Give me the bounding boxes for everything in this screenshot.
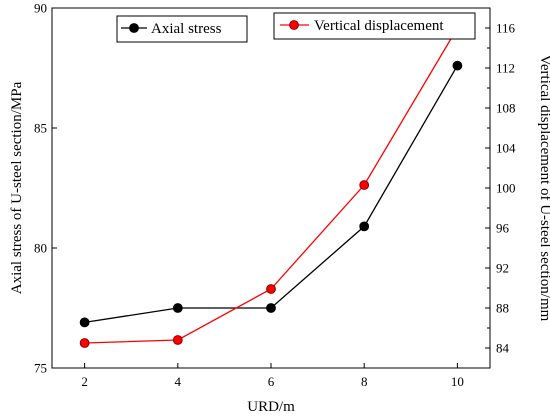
right-y-tick-label: 84 [496,341,510,356]
right-y-tick-label: 104 [496,141,516,156]
series-line-vertical-displacement [84,27,458,344]
series-markers [79,23,463,348]
legend-label: Vertical displacement [314,18,444,34]
left-y-tick-label: 75 [34,361,47,376]
right-y-tick-label: 112 [496,61,515,76]
legend-box [273,12,476,40]
x-tick-label: 6 [268,374,275,389]
x-tick-label: 8 [361,374,368,389]
left-y-tick-label: 85 [34,121,47,136]
right-y-axis-title: Vertical displacement of U-steel section… [537,55,550,322]
legend-axial-stress: Axial stress [116,15,248,43]
data-point-vertical-displacement [266,284,276,294]
x-tick-label: 2 [81,374,88,389]
left-y-axis-title: Axial stress of U-steel section/MPa [9,81,25,294]
x-tick-label: 4 [175,374,182,389]
right-y-tick-label: 92 [496,261,509,276]
legend-marker-icon [129,23,139,33]
series-lines [84,27,458,344]
data-point-axial-stress [172,303,183,313]
legend-label: Axial stress [151,21,222,37]
right-y-tick-label: 96 [496,221,510,236]
x-tick-label: 10 [451,374,464,389]
right-y-tick-label: 88 [496,301,509,316]
x-axis-title: URD/m [247,399,295,415]
data-point-axial-stress [359,221,370,232]
data-point-axial-stress [79,317,90,328]
data-point-vertical-displacement [172,335,183,345]
data-point-vertical-displacement [79,338,90,348]
plot-frame [51,7,491,369]
left-y-tick-label: 80 [34,241,47,256]
axis-ticks: 2 4 6 8 10 75 80 85 90 84 88 92 96 100 104 108 112 116 [34,1,516,390]
right-y-tick-label: 100 [496,181,516,196]
left-y-tick-label: 90 [34,1,47,16]
data-point-vertical-displacement [359,180,370,190]
right-y-tick-label: 116 [496,21,516,36]
data-point-axial-stress [266,303,276,313]
series-line-axial-stress [84,65,458,324]
legend-vertical-displacement: Vertical displacement [273,12,476,40]
legend-marker-icon [289,20,299,30]
right-y-tick-label: 108 [496,101,516,116]
data-point-axial-stress [452,60,463,71]
